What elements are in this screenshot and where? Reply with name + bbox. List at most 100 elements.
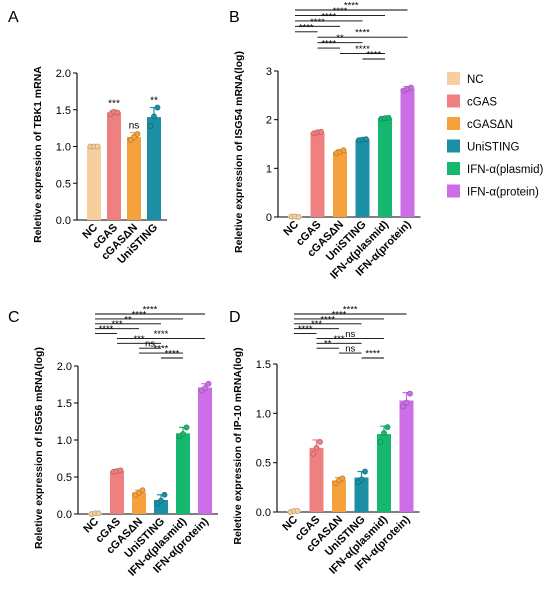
legend-swatch [447,72,460,85]
bracket-label: ns [345,344,355,355]
y-tick-label: 1 [266,163,272,175]
panel-d: D 0.0 0.5 1.0 1.5 Reletive expression of IP-1… [229,305,420,577]
data-point [407,390,413,397]
bracket-label: **** [299,22,314,33]
bracket-label: **** [365,349,380,360]
data-point [313,444,320,451]
y-tick-label: 1.5 [57,398,72,410]
panel-b: B 0 1 2 3 Reletive expression of ISG54 mRNA(l… [229,1,421,282]
bracket-label: **** [343,305,358,316]
data-point [205,380,212,387]
legend-swatch [447,184,460,198]
data-point [294,508,301,514]
bar-IFN-α(protein) [399,400,414,512]
bar-IFN-α(protein) [400,88,415,218]
y-tick-label: 0.0 [57,509,72,521]
data-point [161,491,168,498]
data-point [180,431,186,437]
data-point [151,113,157,120]
bar-UniSTING [355,139,370,217]
bar-IFN-α(plasmid) [176,433,190,514]
bracket-label: ns [145,339,155,350]
y-axis-label: Reletive expression of TBK1 mRNA [32,66,44,243]
bracket-label: *** [311,319,322,330]
data-point [400,403,406,410]
data-point [139,487,146,494]
data-point [117,467,124,474]
bracket-label: **** [99,324,114,335]
panel-letter: D [229,309,241,326]
bracket-label: **** [321,39,336,50]
data-point [183,424,190,431]
y-tick-label: 0.5 [56,178,71,190]
y-tick-label: 3 [266,66,272,78]
bar-cGASΔN [333,151,347,217]
data-point [95,510,102,517]
legend: NC cGAS cGASΔN UniSTING IFN-α(plasmid) IFN-α(… [447,72,543,199]
data-point [362,468,368,475]
panel-a: A 0.0 0.5 1.0 1.5 2.0 Reletive expression of T… [8,9,167,266]
data-point [158,497,164,504]
data-point [317,439,323,445]
y-tick-label: 2 [266,115,272,127]
y-axis-label: Reletive expression of ISG54 mRNA(log) [233,51,245,253]
bracket-label: **** [321,11,336,22]
y-tick-label: 0.5 [256,458,271,470]
bar-UniSTING [354,477,369,512]
bracket-label: **** [143,305,158,316]
y-tick-label: 1.5 [256,359,271,371]
legend-label: NC [467,74,484,86]
legend-label: cGASΔN [467,119,513,131]
bracket-label: **** [344,1,359,12]
data-point [202,385,208,392]
y-tick-label: 2.0 [57,361,72,373]
data-point [403,399,410,406]
data-point [339,475,346,482]
bar-NC [87,146,101,220]
bar-IFN-α(protein) [198,387,212,514]
bracket-label: **** [355,28,370,39]
significance-label: ns [129,121,140,132]
bar-IFN-α(plasmid) [377,434,391,512]
data-point [381,430,387,436]
bracket-label: ** [336,33,344,44]
data-point [318,128,324,135]
bar-cGASΔN [127,136,141,220]
bracket-label: **** [332,309,347,320]
y-tick-label: 2.0 [56,68,71,80]
data-point [310,450,316,457]
y-axis-label: Reletive expression of IP-10 mRNA(log) [232,347,244,544]
y-tick-label: 0 [266,212,272,224]
bracket-label: **** [355,44,370,55]
legend-label: IFN-α(plasmid) [467,164,543,176]
bracket-label: *** [111,319,122,330]
bracket-label: ns [345,329,355,340]
bracket-label: **** [366,50,381,61]
bar-IFN-α(plasmid) [378,118,392,217]
legend-swatch [447,117,460,130]
bracket-label: **** [310,17,325,28]
data-point [94,143,101,150]
bracket-label: ** [124,314,132,325]
panel-c: C 0.0 0.5 1.0 1.5 2.0 Reletive expression of I… [8,305,218,579]
y-tick-label: 0.5 [57,472,72,484]
bracket-label: **** [154,344,169,355]
bar-cGAS [107,112,121,220]
data-point [147,123,154,129]
legend-label: IFN-α(protein) [467,187,539,199]
bar-cGASΔN [332,480,346,512]
data-point [385,114,392,121]
data-point [358,476,365,483]
bracket-label: **** [333,6,348,17]
bar-cGAS [110,471,124,514]
bracket-label: **** [298,324,313,335]
bracket-label: **** [154,329,169,340]
y-tick-label: 1.5 [56,105,71,117]
y-axis-label: Reletive expression of ISG56 mRNA(log) [33,347,45,549]
y-tick-label: 1.0 [256,408,271,420]
y-tick-label: 1.0 [56,142,71,154]
data-point [408,84,414,91]
panel-letter: B [229,9,240,26]
legend-label: cGAS [467,97,497,109]
